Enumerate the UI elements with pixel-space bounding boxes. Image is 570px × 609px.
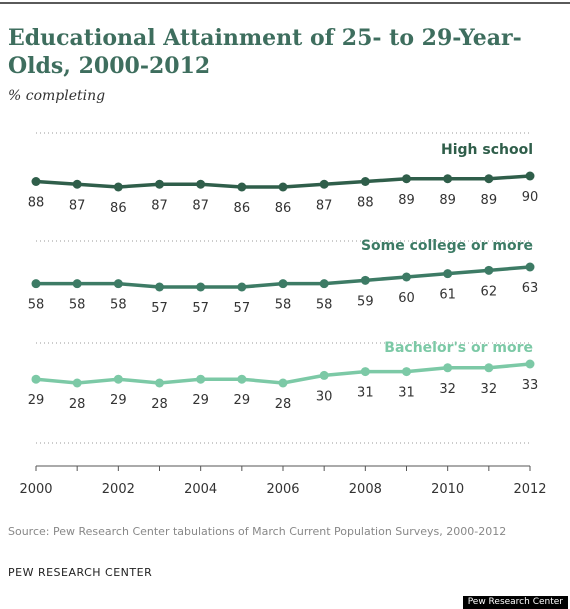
data-point: [443, 363, 453, 373]
x-tick-label: 2006: [266, 482, 299, 497]
data-label: 29: [234, 393, 251, 408]
data-label: 87: [316, 198, 333, 213]
x-tick-label: 2010: [431, 482, 464, 497]
data-point: [319, 370, 329, 380]
data-point: [72, 179, 82, 189]
data-label: 30: [316, 389, 333, 404]
data-label: 89: [398, 193, 415, 208]
data-point: [113, 279, 123, 289]
data-point: [113, 182, 123, 192]
data-label: 59: [357, 294, 374, 309]
data-label: 58: [110, 298, 127, 313]
data-label: 61: [439, 288, 456, 303]
data-label: 90: [522, 190, 539, 205]
data-label: 28: [275, 397, 292, 412]
data-label: 58: [275, 298, 292, 313]
organization-label: PEW RESEARCH CENTER: [8, 566, 153, 579]
legend-label: High school: [441, 142, 533, 158]
chart-subtitle: % completing: [8, 88, 106, 104]
data-point: [402, 272, 411, 282]
line-chart: 2000 2002 2004 2006 2008 2010 2012 88 87 86 87 87 86…: [19, 132, 547, 497]
data-point: [72, 279, 82, 289]
data-point: [113, 374, 123, 384]
data-label: 58: [69, 298, 86, 313]
top-rule: [0, 2, 570, 4]
data-label: 57: [192, 301, 209, 316]
x-tick-label: 2012: [513, 482, 546, 497]
data-point: [155, 179, 164, 189]
data-label: 57: [151, 301, 168, 316]
data-point: [360, 177, 370, 186]
data-point: [31, 177, 41, 186]
data-label: 29: [28, 393, 45, 408]
data-label: 89: [439, 193, 456, 208]
data-point: [278, 378, 288, 388]
data-point: [237, 282, 247, 292]
data-point: [484, 363, 494, 373]
data-label: 58: [28, 298, 45, 313]
data-point: [155, 282, 164, 292]
data-label: 29: [110, 393, 127, 408]
data-point: [443, 174, 453, 184]
data-label: 86: [110, 201, 127, 216]
data-point: [319, 179, 329, 189]
data-label: 29: [192, 393, 209, 408]
data-label: 88: [357, 196, 374, 211]
data-point: [360, 367, 370, 377]
data-point: [278, 279, 288, 289]
data-point: [402, 174, 411, 184]
data-point: [31, 374, 41, 384]
data-point: [443, 269, 453, 279]
data-label: 63: [522, 281, 539, 296]
data-point: [525, 171, 535, 181]
data-label: 86: [234, 201, 251, 216]
credit-badge: Pew Research Center: [462, 596, 568, 609]
data-label: 89: [481, 193, 498, 208]
data-label: 86: [275, 201, 292, 216]
source-note: Source: Pew Research Center tabulations …: [8, 525, 507, 538]
data-label: 87: [192, 198, 209, 213]
data-point: [196, 374, 206, 384]
data-point: [237, 182, 247, 192]
data-point: [31, 279, 41, 289]
data-label: 31: [398, 386, 415, 401]
data-point: [72, 378, 82, 388]
data-label: 57: [234, 301, 251, 316]
x-tick-label: 2000: [19, 482, 52, 497]
data-point: [196, 179, 206, 189]
data-point: [360, 275, 370, 285]
data-label: 60: [398, 291, 415, 306]
data-label: 88: [28, 196, 45, 211]
data-label: 32: [439, 382, 456, 397]
data-label: 87: [69, 198, 86, 213]
data-label: 58: [316, 298, 333, 313]
data-label: 32: [481, 382, 498, 397]
data-point: [525, 359, 535, 369]
data-point: [278, 182, 288, 192]
data-point: [237, 374, 247, 384]
data-point: [525, 262, 535, 272]
legend-label: Some college or more: [361, 238, 533, 254]
data-point: [484, 265, 494, 275]
data-label: 62: [481, 284, 498, 299]
data-point: [196, 282, 206, 292]
data-label: 31: [357, 386, 374, 401]
data-label: 33: [522, 378, 539, 393]
chart-title: Educational Attainment of 25- to 29-Year…: [8, 25, 522, 79]
data-point: [319, 279, 329, 289]
legend-label: Bachelor's or more: [384, 340, 533, 356]
x-tick-label: 2004: [184, 482, 217, 497]
data-point: [155, 378, 164, 388]
data-label: 28: [151, 397, 168, 412]
x-tick-label: 2008: [349, 482, 382, 497]
data-label: 28: [69, 397, 86, 412]
data-point: [402, 367, 411, 377]
x-tick-label: 2002: [102, 482, 135, 497]
data-label: 87: [151, 198, 168, 213]
data-point: [484, 174, 494, 184]
